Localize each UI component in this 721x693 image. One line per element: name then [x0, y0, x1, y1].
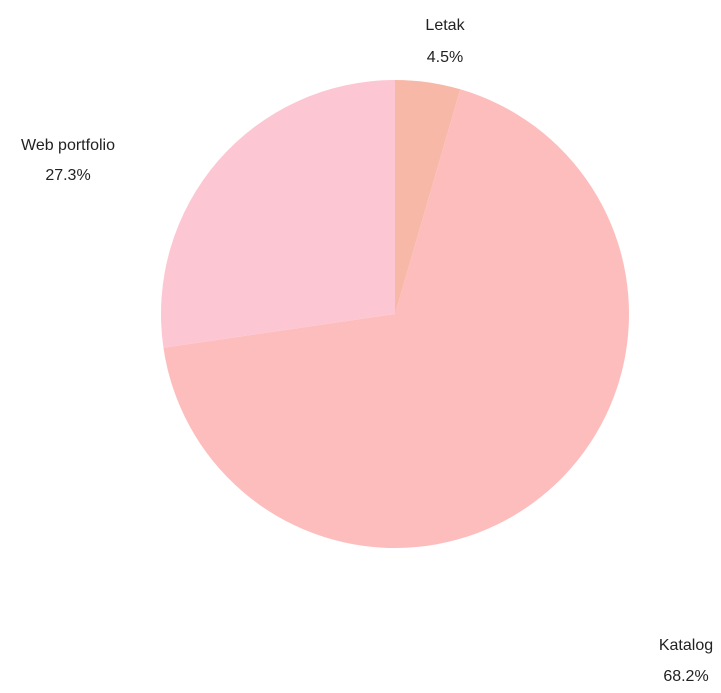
pie-slice-web-portfolio	[161, 80, 395, 348]
pie-slices	[161, 79, 630, 549]
slice-label-percent: 68.2%	[663, 668, 708, 685]
slice-label-percent: 27.3%	[45, 167, 90, 184]
slice-label-name: Katalog	[659, 637, 713, 654]
slice-label-name: Web portfolio	[21, 137, 115, 154]
slice-label-percent: 4.5%	[427, 49, 463, 66]
pie-slice-letak	[395, 79, 461, 314]
pie-labels: Letak 4.5% Katalog 68.2% Web portfolio 27.3%	[21, 17, 713, 685]
slice-label-name: Letak	[425, 17, 465, 34]
pie-slice-katalog	[163, 89, 630, 549]
